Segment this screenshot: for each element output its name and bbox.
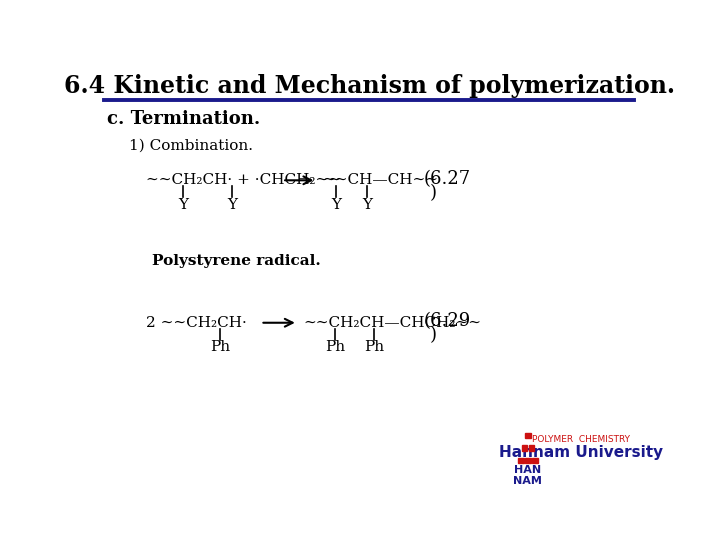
Bar xyxy=(528,445,534,450)
Bar xyxy=(525,433,531,438)
Text: (6.27: (6.27 xyxy=(423,170,470,188)
Bar xyxy=(522,445,527,450)
Text: 1) Combination.: 1) Combination. xyxy=(129,139,253,153)
Text: ∼∼CH₂CH· + ·CHCH₂∼∼: ∼∼CH₂CH· + ·CHCH₂∼∼ xyxy=(145,173,341,187)
Text: Ph: Ph xyxy=(210,340,230,354)
Text: ): ) xyxy=(429,326,436,344)
Text: Ph: Ph xyxy=(325,340,345,354)
Text: Y: Y xyxy=(178,198,188,212)
Text: Y: Y xyxy=(227,198,237,212)
Bar xyxy=(532,457,538,463)
Text: ∼∼CH₂CH—CHCH₂∼∼: ∼∼CH₂CH—CHCH₂∼∼ xyxy=(303,316,481,330)
Bar xyxy=(518,457,523,463)
Text: ): ) xyxy=(429,184,436,201)
Text: Y: Y xyxy=(362,198,372,212)
Text: c. Termination.: c. Termination. xyxy=(107,110,261,127)
Text: (6.29: (6.29 xyxy=(423,312,470,330)
Text: Y: Y xyxy=(331,198,341,212)
Text: Hannam University: Hannam University xyxy=(498,446,662,461)
Text: ∼∼CH—CH∼∼: ∼∼CH—CH∼∼ xyxy=(323,173,438,187)
Text: 6.4 Kinetic and Mechanism of polymerization.: 6.4 Kinetic and Mechanism of polymerizat… xyxy=(63,75,675,98)
Text: 2 ∼∼CH₂CH·: 2 ∼∼CH₂CH· xyxy=(145,316,247,330)
Text: POLYMER  CHEMISTRY: POLYMER CHEMISTRY xyxy=(531,435,629,443)
Bar xyxy=(525,457,531,463)
Text: HAN
NAM: HAN NAM xyxy=(513,465,542,486)
Text: Polystyrene radical.: Polystyrene radical. xyxy=(152,254,320,268)
Text: Ph: Ph xyxy=(364,340,384,354)
